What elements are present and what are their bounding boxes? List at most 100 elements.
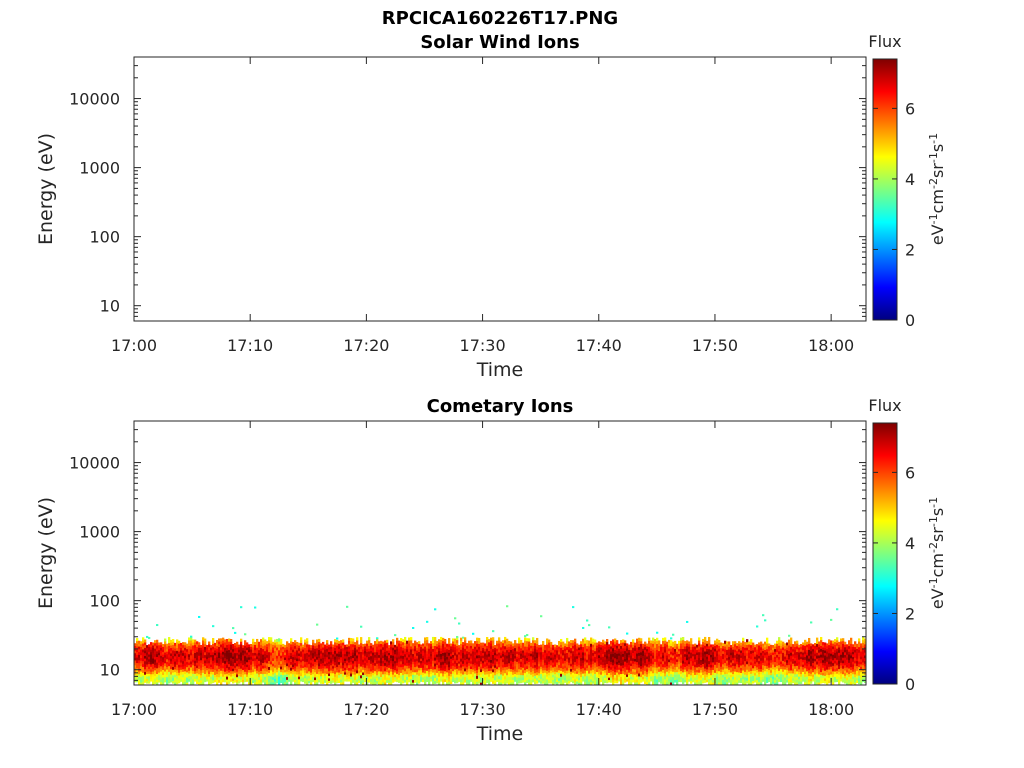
heatmap-cell	[144, 658, 147, 662]
heatmap-cell	[586, 675, 589, 679]
heatmap-cell	[716, 650, 719, 654]
heatmap-cell	[446, 643, 449, 647]
heatmap-cell	[736, 674, 739, 678]
heatmap-cell	[590, 655, 593, 659]
heatmap-cell	[146, 673, 149, 677]
heatmap-cell	[190, 635, 193, 638]
heatmap-cell	[156, 653, 159, 658]
heatmap-cell	[278, 638, 281, 642]
heatmap-cell	[508, 646, 511, 650]
heatmap-cell	[598, 644, 601, 648]
heatmap-cell	[686, 665, 689, 669]
heatmap-cell	[356, 682, 359, 685]
heatmap-cell	[736, 669, 739, 673]
heatmap-cell	[574, 656, 577, 660]
heatmap-cell	[394, 667, 397, 671]
heatmap-cell	[484, 666, 487, 670]
heatmap-cell	[236, 674, 239, 678]
heatmap-cell	[326, 670, 329, 675]
heatmap-cell	[338, 659, 341, 663]
heatmap-cell	[142, 654, 145, 659]
heatmap-cell	[650, 653, 653, 657]
heatmap-cell	[534, 678, 537, 682]
heatmap-cell	[708, 654, 711, 659]
heatmap-cell	[170, 674, 173, 678]
heatmap-cell	[436, 669, 439, 673]
heatmap-cell	[340, 679, 343, 683]
heatmap-cell	[210, 671, 213, 675]
heatmap-cell	[522, 679, 525, 683]
heatmap-cell	[570, 666, 573, 670]
heatmap-cell	[656, 664, 659, 668]
heatmap-cell	[336, 656, 339, 660]
heatmap-cell	[536, 677, 539, 681]
heatmap-cell	[588, 662, 591, 666]
heatmap-cell	[374, 646, 377, 650]
heatmap-cell	[334, 679, 337, 683]
heatmap-cell	[218, 654, 221, 659]
heatmap-cell	[732, 660, 735, 664]
heatmap-cell	[362, 659, 365, 663]
heatmap-cell	[712, 659, 715, 663]
heatmap-cell	[342, 653, 345, 657]
heatmap-cell	[538, 679, 541, 683]
heatmap-cell	[428, 671, 431, 675]
heatmap-cell	[590, 673, 593, 677]
heatmap-cell	[626, 662, 629, 666]
heatmap-cell	[292, 679, 295, 682]
heatmap-cell	[626, 645, 629, 649]
heatmap-cell	[328, 670, 331, 674]
heatmap-cell	[444, 657, 447, 661]
heatmap-cell	[346, 653, 349, 657]
heatmap-cell	[700, 674, 703, 678]
heatmap-cell	[606, 669, 609, 673]
heatmap-cell	[292, 641, 295, 645]
heatmap-cell	[564, 677, 567, 681]
heatmap-cell	[154, 651, 157, 655]
heatmap-cell	[634, 658, 637, 662]
heatmap-cell	[420, 667, 423, 671]
heatmap-cell	[638, 652, 641, 656]
heatmap-cell	[536, 649, 539, 653]
heatmap-cell	[338, 677, 341, 681]
heatmap-cell	[258, 652, 261, 656]
heatmap-cell	[404, 676, 407, 680]
heatmap-cell	[674, 643, 677, 647]
heatmap-cell	[280, 666, 283, 670]
heatmap-cell	[504, 651, 507, 656]
heatmap-cell	[316, 623, 319, 626]
heatmap-cell	[314, 656, 317, 660]
heatmap-cell	[256, 667, 259, 671]
heatmap-cell	[686, 654, 689, 658]
heatmap-cell	[298, 673, 301, 677]
heatmap-cell	[442, 670, 445, 674]
heatmap-cell	[350, 649, 353, 653]
heatmap-cell	[144, 652, 147, 656]
heatmap-cell	[242, 677, 245, 680]
heatmap-cell	[736, 677, 739, 681]
heatmap-cell	[684, 646, 687, 650]
heatmap-cell	[324, 680, 327, 683]
heatmap-cell	[240, 673, 243, 677]
heatmap-cell	[520, 669, 523, 673]
heatmap-cell	[166, 656, 169, 660]
figure-title: RPCICA160226T17.PNG	[382, 8, 618, 29]
heatmap-cell	[312, 639, 315, 643]
heatmap-cell	[248, 664, 251, 668]
heatmap-cell	[430, 668, 433, 672]
heatmap-cell	[198, 671, 201, 675]
heatmap-cell	[362, 674, 365, 678]
heatmap-cell	[252, 647, 255, 651]
heatmap-cell	[278, 652, 281, 657]
heatmap-cell	[450, 666, 453, 669]
heatmap-cell	[482, 652, 485, 656]
heatmap-cell	[520, 645, 523, 649]
heatmap-cell	[522, 655, 525, 658]
heatmap-cell	[136, 660, 139, 664]
heatmap-cell	[322, 681, 325, 684]
heatmap-cell	[524, 646, 527, 650]
heatmap-cell	[196, 643, 199, 647]
heatmap-cell	[710, 652, 713, 655]
heatmap-cell	[710, 664, 713, 668]
heatmap-cell	[530, 677, 533, 681]
